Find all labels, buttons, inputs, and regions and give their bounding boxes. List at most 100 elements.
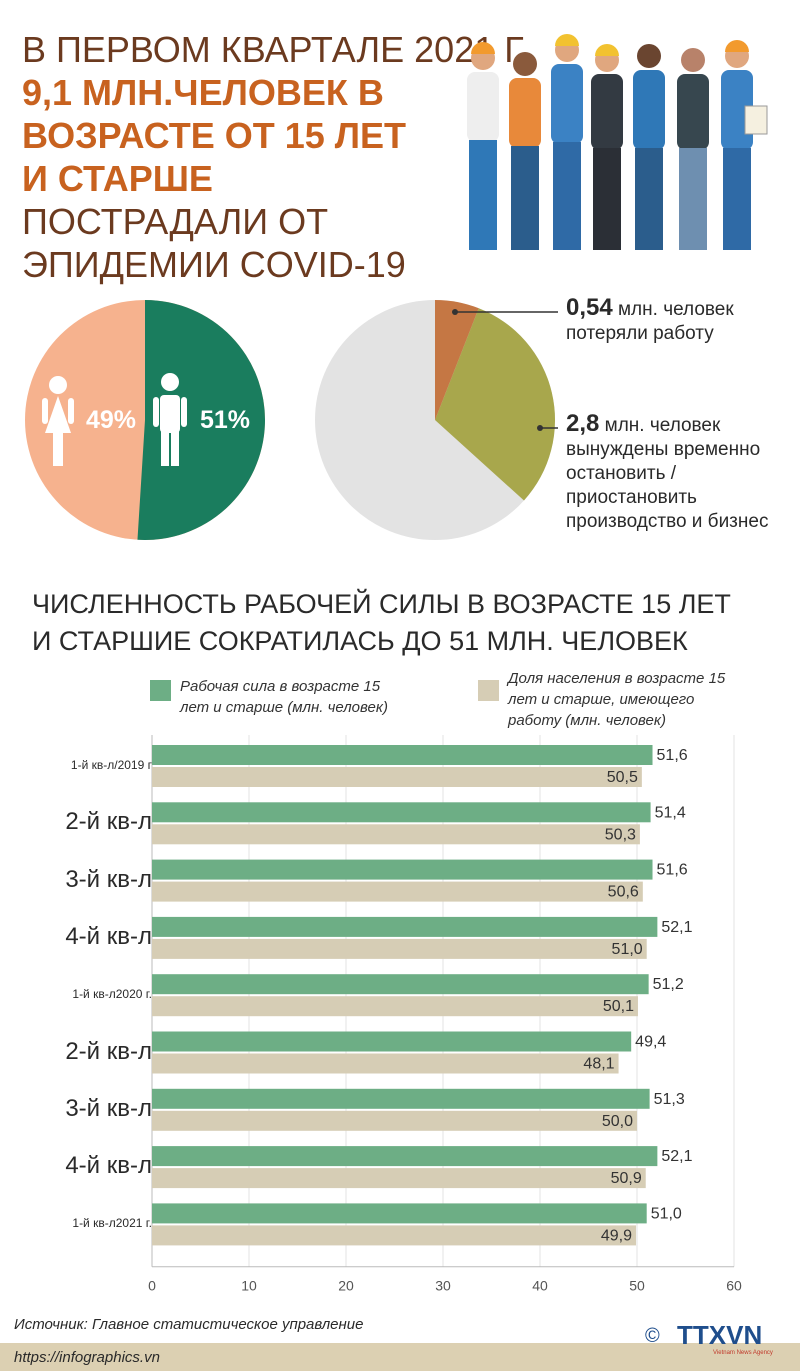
lost-job-text: потеряли работу [566, 323, 714, 344]
category-label: 4-й кв-л [65, 1152, 152, 1180]
worker-5 [633, 44, 665, 250]
x-tick-label: 50 [629, 1278, 645, 1294]
suspend-text-3: приостановить [566, 487, 697, 508]
worker-4 [591, 44, 623, 250]
headline-line-5: ПОСТРАДАЛИ ОТ [22, 201, 329, 242]
headline-line-3: ВОЗРАСТЕ ОТ 15 ЛЕТ [22, 115, 407, 156]
labor-force-bar [152, 1146, 658, 1167]
legend-labor-force-line-1: Рабочая сила в возрасте 15 [180, 678, 381, 695]
labor-force-bar [152, 1088, 650, 1109]
lost-slice [435, 300, 479, 420]
category-label: 2-й кв-л [65, 808, 152, 836]
labor-force-bar [152, 859, 653, 880]
employed-bar [152, 1053, 619, 1074]
category-label: 4-й кв-л [65, 922, 152, 950]
employed-bar [152, 938, 647, 959]
employed-value-label: 49,9 [601, 1227, 632, 1244]
logo-copyright: © [645, 1325, 660, 1347]
legend-employed-line-2: лет и старше, имеющего [508, 691, 695, 708]
x-tick-label: 30 [435, 1278, 451, 1294]
employed-value-label: 50,1 [603, 998, 634, 1015]
worker-1 [467, 42, 499, 250]
labor-force-value-label: 52,1 [661, 1148, 692, 1165]
labor-force-value-label: 51,6 [657, 862, 688, 879]
suspend-text-1: вынуждены временно [566, 439, 761, 460]
labor-force-bar [152, 1203, 647, 1224]
employed-bar [152, 1168, 646, 1189]
category-label: 3-й кв-л [65, 1094, 152, 1122]
female-percent: 49% [86, 406, 136, 434]
source-note: Источник: Главное статистическое управле… [14, 1316, 364, 1333]
labor-force-value-label: 51,6 [657, 747, 688, 764]
employed-value-label: 51,0 [612, 941, 643, 958]
employed-value-label: 50,3 [605, 826, 636, 843]
suspend-value: 2,8 [566, 410, 600, 437]
gender-pie-chart: 49% 51% [25, 300, 265, 540]
chart-title: ЧИСЛЕННОСТЬ РАБОЧЕЙ СИЛЫ В ВОЗРАСТЕ 15 Л… [32, 586, 792, 660]
male-percent: 51% [200, 406, 250, 434]
employed-bar [152, 824, 640, 845]
workers-illustration [467, 34, 768, 250]
employed-bar [152, 767, 642, 787]
footer-url[interactable]: https://infographics.vn [14, 1349, 160, 1366]
employed-value-label: 48,1 [583, 1056, 614, 1073]
labor-force-bar-chart: 0 10 20 30 40 50 60 51,6 50,5 51,4 50,3 51,6 50,6 52,… [148, 735, 742, 1294]
worker-3 [551, 34, 583, 250]
x-tick-label: 0 [148, 1278, 156, 1294]
legend-employed-line-1: Доля населения в возрасте 15 [508, 670, 726, 687]
labor-force-value-label: 51,4 [655, 804, 686, 821]
headline: В ПЕРВОМ КВАРТАЛЕ 2021 Г. 9,1 МЛН.ЧЕЛОВЕ… [22, 28, 529, 286]
suspend-callout: 2,8 млн. человек вынуждены временно оста… [566, 412, 768, 534]
labor-force-bar [152, 916, 658, 937]
logo-text: TTXVN [677, 1320, 762, 1350]
labor-force-bar [152, 802, 651, 823]
employed-bar [152, 996, 638, 1017]
suspend-text-4: производство и бизнес [566, 511, 769, 532]
labor-force-value-label: 51,3 [654, 1091, 685, 1108]
employed-value-label: 50,9 [611, 1170, 642, 1187]
logo-subtext: Vietnam News Agency [713, 1350, 773, 1356]
x-tick-label: 40 [532, 1278, 548, 1294]
x-tick-label: 60 [726, 1278, 742, 1294]
legend-labor-force: Рабочая сила в возрасте 15 лет и старше … [180, 676, 388, 718]
category-label: 1-й кв-л2021 г. [72, 1216, 152, 1231]
employed-value-label: 50,6 [608, 884, 639, 901]
worker-7 [721, 40, 768, 250]
employed-value-label: 50,0 [602, 1113, 633, 1130]
labor-force-value-label: 52,1 [661, 919, 692, 936]
employed-bar [152, 881, 643, 902]
labor-force-value-label: 51,0 [651, 1205, 682, 1222]
legend-labor-force-line-2: лет и старше (млн. человек) [180, 699, 388, 716]
category-label: 3-й кв-л [65, 865, 152, 893]
legend-swatch-employed [478, 680, 499, 701]
category-label: 1-й кв-л2020 г. [72, 987, 152, 1002]
suspend-slice [435, 308, 555, 501]
worker-6 [677, 48, 709, 250]
impact-pie-chart [315, 300, 555, 540]
labor-force-value-label: 51,2 [653, 976, 684, 993]
category-label: 1-й кв-л/2019 г [70, 758, 152, 772]
male-icon [153, 373, 187, 466]
labor-force-bar [152, 1031, 632, 1052]
female-icon [42, 376, 74, 466]
headline-line-6: ЭПИДЕМИИ COVID-19 [22, 244, 406, 285]
lost-job-callout: 0,54 млн. человек потеряли работу [566, 296, 734, 346]
employed-value-label: 50,5 [607, 769, 638, 786]
labor-force-bar [152, 974, 649, 995]
worker-2 [509, 52, 541, 250]
suspend-text-2: остановить / [566, 463, 677, 484]
legend-employed: Доля населения в возрасте 15 лет и старш… [508, 668, 725, 731]
category-label: 2-й кв-л [65, 1037, 152, 1065]
suspend-unit: млн. человек [599, 415, 721, 436]
chart-title-line-2: И СТАРШИЕ СОКРАТИЛАСЬ ДО 51 МЛН. ЧЕЛОВЕК [32, 626, 688, 656]
headline-line-4: И СТАРШЕ [22, 158, 213, 199]
ttxvn-logo: © TTXVN Vietnam News Agency [645, 1320, 773, 1356]
employed-bar [152, 1110, 637, 1131]
lost-job-value: 0,54 [566, 294, 613, 321]
footer-bar [0, 1343, 800, 1371]
x-tick-label: 10 [241, 1278, 257, 1294]
labor-force-value-label: 49,4 [635, 1034, 666, 1051]
chart-title-line-1: ЧИСЛЕННОСТЬ РАБОЧЕЙ СИЛЫ В ВОЗРАСТЕ 15 Л… [32, 589, 731, 619]
labor-force-bar [152, 745, 653, 765]
headline-line-2: 9,1 МЛН.ЧЕЛОВЕК В [22, 72, 384, 113]
